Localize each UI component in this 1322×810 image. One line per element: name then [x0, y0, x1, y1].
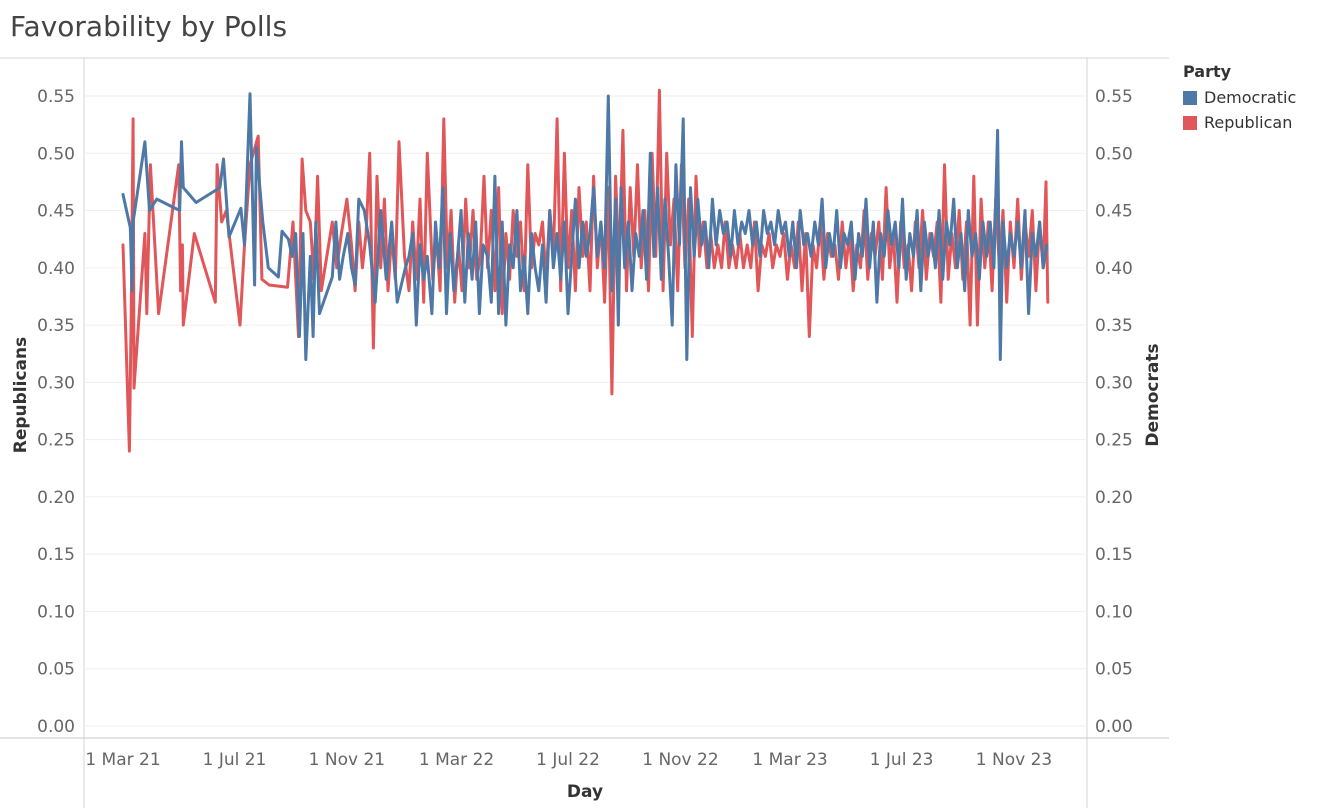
x-axis-title: Day [567, 782, 603, 802]
y-tick-label-left: 0.30 [37, 373, 75, 393]
y-tick-label-right: 0.35 [1095, 316, 1133, 336]
x-tick-label: 1 Jul 21 [203, 750, 267, 770]
y-tick-label-left: 0.25 [37, 431, 75, 451]
x-tick-label: 1 Jul 22 [536, 750, 600, 770]
y-tick-label-left: 0.10 [37, 602, 75, 622]
y-tick-label-right: 0.00 [1095, 717, 1133, 737]
legend-item-republican[interactable]: Republican [1183, 110, 1296, 135]
x-tick-label: 1 Nov 23 [976, 750, 1052, 770]
y-tick-label-left: 0.20 [37, 488, 75, 508]
y-tick-label-right: 0.10 [1095, 602, 1133, 622]
y-tick-label-left: 0.00 [37, 717, 75, 737]
y-tick-label-left: 0.45 [37, 202, 75, 222]
y-tick-label-right: 0.05 [1095, 660, 1133, 680]
legend: Party Democratic Republican [1183, 62, 1296, 135]
legend-swatch-democratic [1183, 90, 1197, 105]
series-line-democratic [121, 92, 1049, 361]
y-tick-label-left: 0.05 [37, 660, 75, 680]
y-tick-label-right: 0.25 [1095, 431, 1133, 451]
chart-title: Favorability by Polls [10, 10, 288, 43]
y-tick-label-left: 0.50 [37, 144, 75, 164]
y-tick-label-right: 0.50 [1095, 144, 1133, 164]
y-tick-label-right: 0.40 [1095, 259, 1133, 279]
legend-label-democratic: Democratic [1204, 88, 1297, 107]
y-tick-label-left: 0.35 [37, 316, 75, 336]
y-tick-label-left: 0.55 [37, 87, 75, 107]
x-tick-label: 1 Nov 21 [309, 750, 385, 770]
x-tick-label: 1 Mar 23 [752, 750, 827, 770]
y-tick-label-left: 0.40 [37, 259, 75, 279]
y-axis-title-right: Democrats [1143, 343, 1163, 446]
x-tick-label: 1 Mar 22 [419, 750, 494, 770]
series-line-republican [121, 88, 1050, 453]
x-tick-label: 1 Jul 23 [870, 750, 934, 770]
y-tick-label-right: 0.55 [1095, 87, 1133, 107]
y-axis-title-left: Republicans [11, 337, 31, 454]
y-tick-label-right: 0.30 [1095, 373, 1133, 393]
y-tick-label-left: 0.15 [37, 545, 75, 565]
y-tick-label-right: 0.45 [1095, 202, 1133, 222]
y-tick-label-right: 0.20 [1095, 488, 1133, 508]
legend-title: Party [1183, 62, 1232, 81]
legend-label-republican: Republican [1204, 113, 1293, 132]
x-tick-label: 1 Nov 22 [642, 750, 718, 770]
y-tick-label-right: 0.15 [1095, 545, 1133, 565]
x-tick-label: 1 Mar 21 [85, 750, 160, 770]
legend-swatch-republican [1183, 115, 1197, 130]
legend-item-democratic[interactable]: Democratic [1183, 85, 1296, 110]
